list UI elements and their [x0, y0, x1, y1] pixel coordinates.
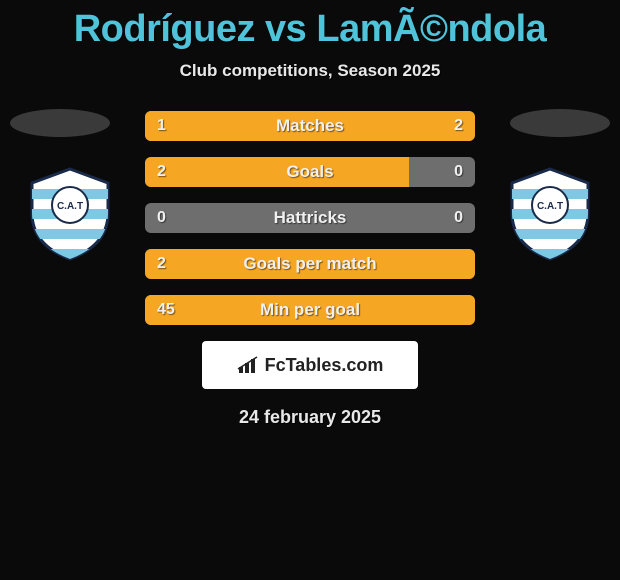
bar-value-right: 0 — [454, 157, 463, 187]
bar-value-left: 2 — [157, 157, 166, 187]
bar-value-left: 0 — [157, 203, 166, 233]
bar-label: Min per goal — [145, 295, 475, 325]
player-pill-left — [10, 109, 110, 137]
shield-icon: C.A.T — [500, 163, 600, 263]
shield-icon: C.A.T — [20, 163, 120, 263]
stat-bar-row: Hattricks0 0 — [145, 203, 475, 233]
logo-label: FcTables.com — [265, 355, 384, 376]
bar-value-left: 2 — [157, 249, 166, 279]
bar-value-left: 45 — [157, 295, 175, 325]
player-pill-right — [510, 109, 610, 137]
page-title: Rodríguez vs LamÃ©ndola — [0, 0, 620, 51]
stat-bars: Matches12Goals20Hattricks00Goals per mat… — [145, 109, 475, 325]
attribution-logo: FcTables.com — [202, 341, 418, 389]
bar-value-left: 1 — [157, 111, 166, 141]
stat-bar-row: Min per goal45 — [145, 295, 475, 325]
stat-bar-row: Matches1 2 — [145, 111, 475, 141]
bar-label: Goals — [145, 157, 475, 187]
stat-bar-row: Goals per match2 — [145, 249, 475, 279]
bar-label: Hattricks — [145, 203, 475, 233]
team-badge-left: C.A.T — [20, 163, 120, 263]
bar-label: Matches — [145, 111, 475, 141]
comparison-area: C.A.T C.A.T Matches12Goals20Hattricks00G… — [0, 109, 620, 428]
team-badge-right: C.A.T — [500, 163, 600, 263]
bar-chart-icon — [237, 355, 261, 375]
svg-text:C.A.T: C.A.T — [537, 201, 563, 212]
svg-text:C.A.T: C.A.T — [57, 201, 83, 212]
bar-value-right: 0 — [454, 203, 463, 233]
subtitle: Club competitions, Season 2025 — [0, 61, 620, 81]
logo-text: FcTables.com — [237, 355, 384, 376]
bar-label: Goals per match — [145, 249, 475, 279]
date-label: 24 february 2025 — [0, 407, 620, 428]
bar-value-right: 2 — [454, 111, 463, 141]
stat-bar-row: Goals2 0 — [145, 157, 475, 187]
